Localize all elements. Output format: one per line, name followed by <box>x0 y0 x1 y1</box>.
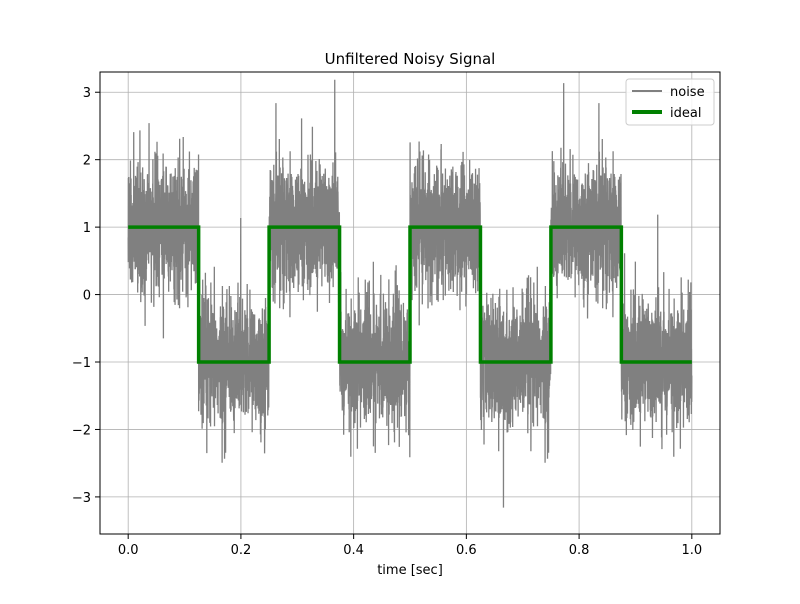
y-tick-label: 1 <box>83 221 91 236</box>
y-tick-label: 3 <box>83 86 91 101</box>
x-tick-label: 0.2 <box>231 543 252 558</box>
ideal-series <box>128 225 692 364</box>
legend-ideal-label: ideal <box>670 106 701 121</box>
x-tick-label: 0.6 <box>456 543 477 558</box>
legend: noise ideal <box>625 78 715 126</box>
y-tick-label: 2 <box>83 154 91 169</box>
y-tick-label: −2 <box>72 423 91 438</box>
x-axis-ticks: 0.0 0.2 0.4 0.6 0.8 1.0 <box>118 534 702 558</box>
x-tick-label: 1.0 <box>681 543 702 558</box>
x-tick-label: 0.0 <box>118 543 139 558</box>
ideal-line <box>128 225 692 364</box>
legend-noise-label: noise <box>670 85 705 100</box>
x-tick-label: 0.8 <box>569 543 590 558</box>
y-tick-label: −3 <box>72 491 91 506</box>
x-axis-label: time [sec] <box>377 563 443 578</box>
y-tick-label: −1 <box>72 356 91 371</box>
chart-title: Unfiltered Noisy Signal <box>325 50 496 68</box>
x-tick-label: 0.4 <box>343 543 364 558</box>
y-axis-ticks: −3 −2 −1 0 1 2 3 <box>72 86 100 506</box>
axes-frame <box>99 71 721 535</box>
y-tick-label: 0 <box>83 289 91 304</box>
